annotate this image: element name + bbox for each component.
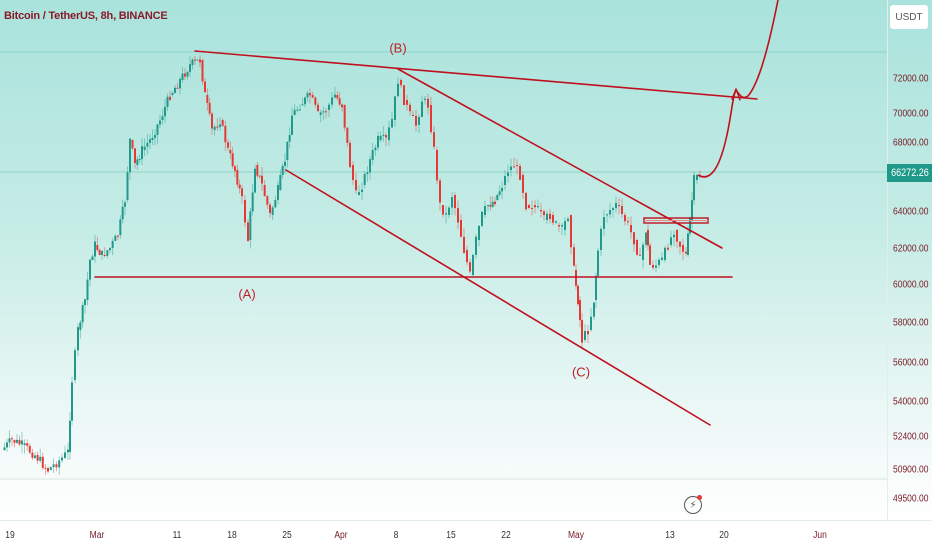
time-label: 18 bbox=[227, 530, 237, 541]
price-label: 70000.00 bbox=[893, 108, 929, 120]
time-label: Mar bbox=[89, 530, 105, 541]
notification-dot bbox=[697, 495, 702, 500]
gridlines bbox=[0, 51, 887, 480]
time-label: 25 bbox=[282, 530, 292, 541]
time-label: 8 bbox=[393, 530, 399, 541]
currency-button[interactable]: USDT bbox=[890, 5, 928, 29]
time-label: 13 bbox=[665, 530, 675, 541]
price-label: 56000.00 bbox=[893, 357, 929, 369]
price-label: 50900.00 bbox=[893, 464, 929, 476]
price-label: 54000.00 bbox=[893, 396, 929, 408]
price-label: 72000.00 bbox=[893, 73, 929, 85]
chart-title: Bitcoin / TetherUS, 8h, BINANCE bbox=[4, 10, 168, 22]
price-label: 64000.00 bbox=[893, 206, 929, 218]
price-axis[interactable] bbox=[887, 0, 932, 520]
price-label: 52400.00 bbox=[893, 431, 929, 443]
price-label: 60000.00 bbox=[893, 279, 929, 291]
drawings[interactable] bbox=[94, 0, 779, 426]
time-label: 15 bbox=[446, 530, 456, 541]
wave-label: (A) bbox=[238, 286, 256, 302]
current-price-tag: 66272.26 bbox=[887, 164, 932, 182]
time-label: 19 bbox=[5, 530, 15, 541]
price-label: 62000.00 bbox=[893, 243, 929, 255]
time-label: 11 bbox=[172, 530, 182, 541]
current-price-value: 66272.26 bbox=[890, 167, 929, 179]
time-label: Jun bbox=[813, 530, 827, 541]
wave-label: (C) bbox=[571, 364, 591, 380]
price-label: 58000.00 bbox=[893, 317, 929, 329]
time-label: 22 bbox=[501, 530, 511, 541]
candlestick-plot bbox=[0, 0, 887, 480]
price-label: 68000.00 bbox=[893, 137, 929, 149]
time-label: May bbox=[567, 530, 585, 541]
price-label: 49500.00 bbox=[893, 493, 929, 505]
time-label: 20 bbox=[719, 530, 729, 541]
chart-pane[interactable] bbox=[0, 0, 887, 520]
time-label: Apr bbox=[334, 530, 348, 541]
time-axis[interactable]: 19 Mar 11 18 25 Apr 8 15 22 May 13 20 Jun bbox=[0, 520, 932, 551]
lightning-icon[interactable]: ⚡︎ bbox=[684, 496, 702, 514]
wave-label: (B) bbox=[389, 40, 407, 56]
candles bbox=[3, 55, 701, 475]
